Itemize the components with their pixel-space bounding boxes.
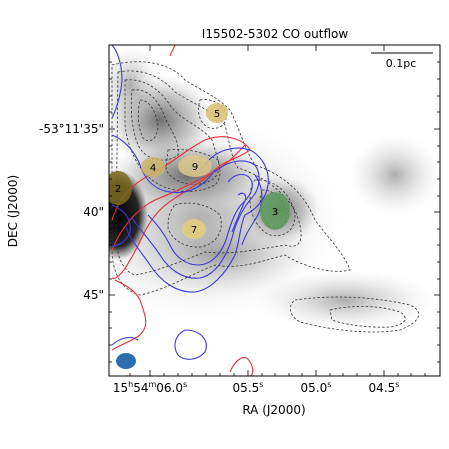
plot-frame — [108, 44, 441, 377]
sources: 2 3 4 5 7 9 — [109, 103, 290, 239]
scale-bar-label: 0.1pc — [386, 57, 417, 70]
source-4-label: 4 — [150, 163, 156, 174]
scale-bar: 0.1pc — [371, 52, 433, 70]
source-2: 2 — [109, 171, 132, 205]
source-3-label: 3 — [272, 207, 278, 218]
source-5-label: 5 — [214, 109, 220, 120]
x-tick-label-1: 05.5s — [233, 380, 264, 395]
tick-marks — [109, 45, 440, 376]
source-9-label: 9 — [192, 162, 198, 173]
y-tick-label-2: 45" — [83, 288, 104, 302]
source-7-label: 7 — [191, 225, 197, 236]
beam-ellipse — [116, 353, 136, 369]
source-2-label: 2 — [115, 184, 121, 195]
source-4: 4 — [141, 157, 165, 177]
y-axis-label: DEC (J2000) — [6, 175, 20, 247]
x-tick-label-0: 15h54m06.0s — [113, 380, 187, 395]
chart-title: I15502-5302 CO outflow — [202, 27, 349, 41]
x-tick-label-3: 04.5s — [369, 380, 400, 395]
blue-lobe-contours — [111, 45, 269, 360]
source-7: 7 — [182, 219, 206, 239]
x-axis-label: RA (J2000) — [242, 403, 305, 417]
source-9: 9 — [178, 155, 212, 177]
background-emission — [109, 45, 440, 330]
plot-content: 2 3 4 5 7 9 — [109, 45, 440, 376]
x-tick-label-2: 05.0s — [301, 380, 332, 395]
y-tick-label-1: 40" — [83, 205, 104, 219]
source-3: 3 — [260, 192, 290, 230]
y-tick-label-0: -53°11'35" — [39, 122, 104, 136]
source-5: 5 — [206, 103, 228, 123]
